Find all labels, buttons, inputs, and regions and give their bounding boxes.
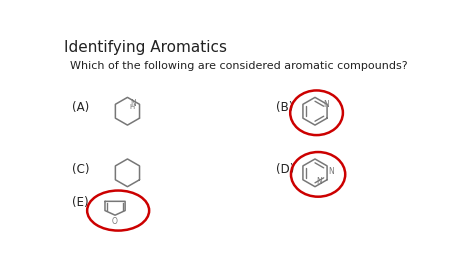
Text: (D): (D) [276, 163, 295, 176]
Text: (A): (A) [72, 101, 89, 114]
Text: N: N [130, 99, 136, 108]
Text: (E): (E) [72, 196, 88, 209]
Text: Identifying Aromatics: Identifying Aromatics [64, 40, 227, 55]
Text: N: N [328, 167, 334, 176]
Text: (B): (B) [276, 101, 293, 114]
Text: N: N [323, 100, 328, 109]
Text: (C): (C) [72, 163, 89, 176]
Text: Which of the following are considered aromatic compounds?: Which of the following are considered ar… [70, 61, 408, 71]
Text: H: H [130, 103, 135, 110]
Text: O: O [112, 217, 118, 226]
Text: N: N [316, 177, 321, 186]
